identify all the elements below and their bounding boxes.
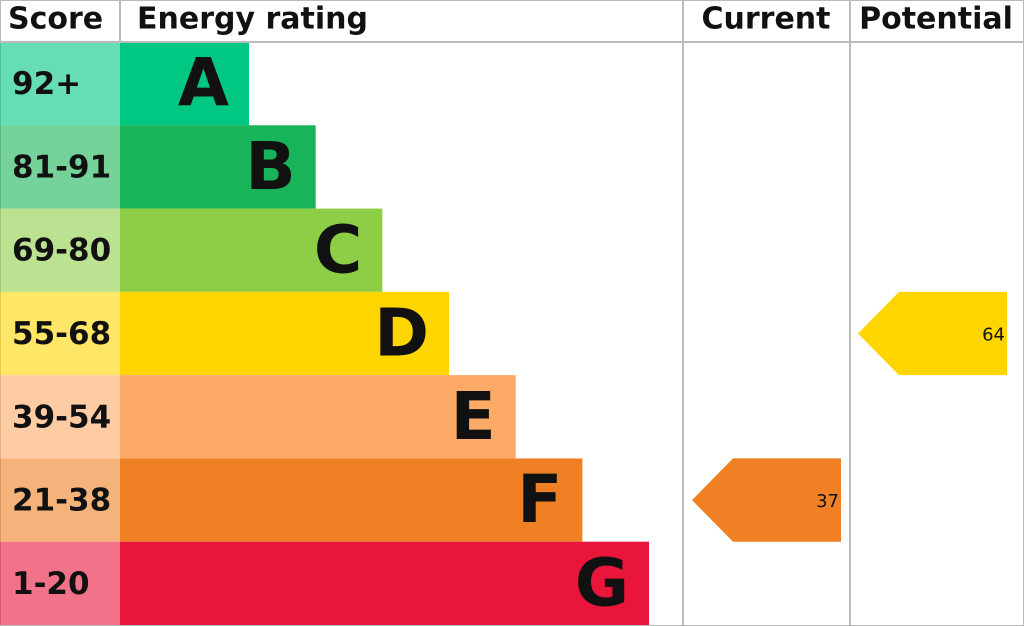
score-cell [0,375,120,459]
rating-bar [120,375,516,459]
potential-value: 64 [982,325,1005,346]
current-arrow [692,458,841,542]
score-cell [0,291,120,376]
column-header: Energy rating [137,2,368,37]
rating-letter: A [178,45,229,122]
rating-bar [120,291,450,376]
rating-bar [120,541,650,625]
score-label: 1-20 [12,566,90,602]
score-cell [0,42,120,126]
score-label: 92+ [12,66,81,102]
score-cell [0,458,120,542]
score-label: 55-68 [12,316,111,352]
potential-arrow [858,291,1007,376]
score-label: 39-54 [12,399,111,435]
rating-letter: F [517,461,562,538]
rating-bar [120,125,316,209]
column-header: Potential [859,2,1013,37]
rating-bar [120,42,249,126]
score-label: 69-80 [12,233,111,269]
rating-letter: C [314,211,362,288]
rating-bar [120,458,583,542]
score-label: 81-91 [12,149,111,185]
score-cell [0,208,120,292]
column-header: Current [701,2,830,37]
rating-letter: E [451,378,496,455]
rating-letter: D [374,295,429,372]
score-label: 21-38 [12,483,111,519]
column-header: Score [8,2,103,37]
rating-letter: B [245,128,295,205]
score-cell [0,125,120,209]
rating-letter: G [575,544,629,621]
score-cell [0,541,120,625]
rows: 92+ A 81-91 B 69-80 C 55-68 D 39-54 E 21-38 F 1-20 G 3… [0,42,1007,625]
current-value: 37 [816,491,839,512]
rating-bar [120,208,383,292]
